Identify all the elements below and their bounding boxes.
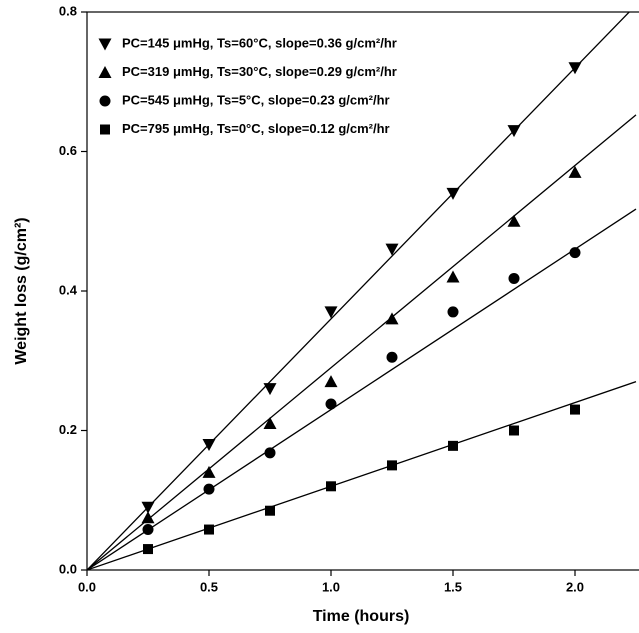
x-tick-label: 0.5 xyxy=(200,579,218,594)
data-point xyxy=(265,505,275,516)
x-tick-label: 1.0 xyxy=(322,579,340,594)
legend-label: PC=145 μmHg, Ts=60°C, slope=0.36 g/cm²/h… xyxy=(122,35,397,50)
data-point xyxy=(325,398,337,410)
data-point xyxy=(263,383,277,396)
data-point xyxy=(568,62,582,75)
data-point xyxy=(507,125,521,138)
x-tick-label: 1.5 xyxy=(444,579,462,594)
y-tick-label: 0.8 xyxy=(59,3,77,18)
data-point xyxy=(324,375,338,388)
y-tick-label: 0.2 xyxy=(59,422,77,437)
legend-marker xyxy=(100,124,110,135)
fit-line xyxy=(87,12,631,570)
data-point xyxy=(386,351,398,363)
data-point xyxy=(447,306,459,318)
data-point xyxy=(448,440,458,451)
y-tick-label: 0.6 xyxy=(59,143,77,158)
data-point xyxy=(507,214,521,227)
y-axis-label: Weight loss (g/cm²) xyxy=(13,217,30,364)
legend-label: PC=319 μmHg, Ts=30°C, slope=0.29 g/cm²/h… xyxy=(122,64,397,79)
data-point xyxy=(509,425,519,436)
data-point xyxy=(202,465,216,478)
fit-line xyxy=(87,208,637,570)
plot-area xyxy=(87,12,637,570)
data-point xyxy=(141,501,155,514)
data-point xyxy=(568,165,582,178)
data-point xyxy=(570,404,580,415)
y-tick-label: 0.0 xyxy=(59,561,77,576)
data-point xyxy=(446,187,460,200)
data-point xyxy=(204,524,214,535)
legend-marker xyxy=(98,38,112,51)
data-point xyxy=(203,483,215,495)
legend-marker xyxy=(98,66,112,78)
data-point xyxy=(387,460,397,471)
legend-label: PC=545 μmHg, Ts=5°C, slope=0.23 g/cm²/hr xyxy=(122,92,390,107)
legend-marker xyxy=(99,95,111,107)
data-point xyxy=(385,243,399,256)
data-point xyxy=(141,511,155,524)
data-point xyxy=(446,270,460,283)
data-point xyxy=(142,524,154,536)
data-point xyxy=(324,306,338,319)
x-tick-label: 0.0 xyxy=(78,579,96,594)
data-point xyxy=(143,544,153,555)
x-tick-label: 2.0 xyxy=(566,579,584,594)
data-point xyxy=(569,247,581,259)
data-point xyxy=(326,481,336,492)
fit-line xyxy=(87,114,637,570)
data-point xyxy=(508,272,520,284)
data-point xyxy=(385,312,399,325)
y-tick-label: 0.4 xyxy=(59,282,78,297)
legend-label: PC=795 μmHg, Ts=0°C, slope=0.12 g/cm²/hr xyxy=(122,121,390,136)
data-point xyxy=(264,447,276,459)
fit-line xyxy=(87,381,637,570)
x-axis-label: Time (hours) xyxy=(313,608,410,625)
data-point xyxy=(202,438,216,451)
data-point xyxy=(263,417,277,430)
